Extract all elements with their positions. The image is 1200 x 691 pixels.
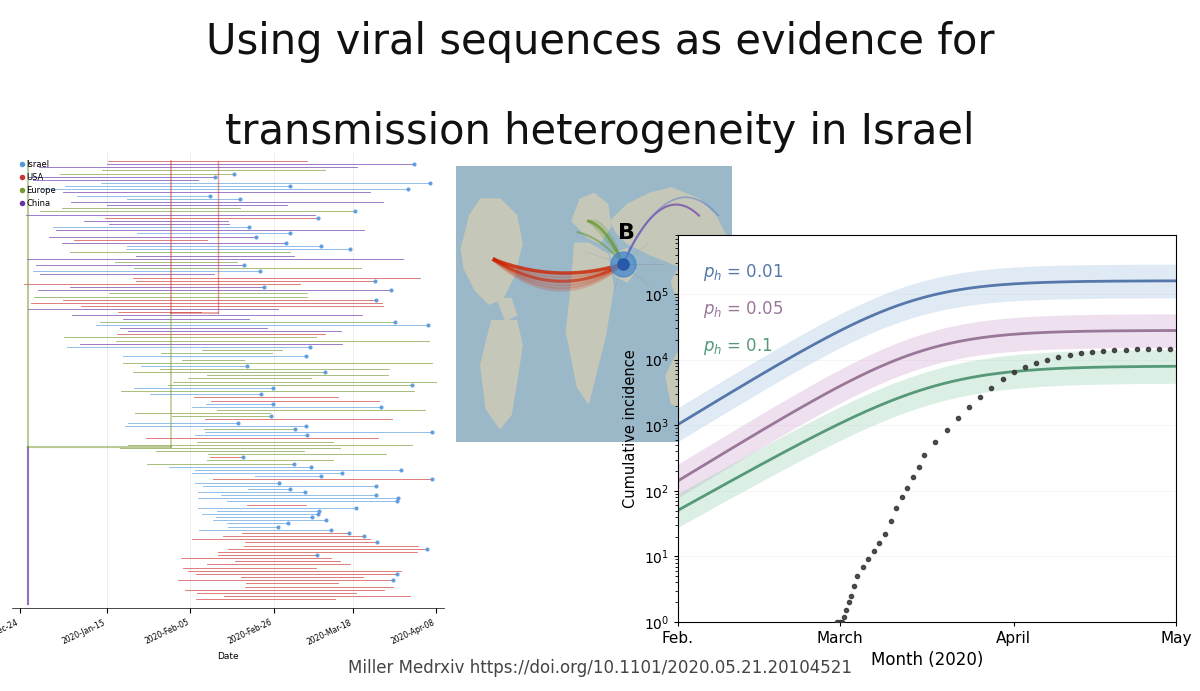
Point [847, 571, 866, 582]
Polygon shape [611, 188, 727, 271]
Point [910, 462, 929, 473]
Text: $\it{p}_h$ = 0.1: $\it{p}_h$ = 0.1 [703, 336, 773, 357]
Text: $\it{p}_h$ = 0.05: $\it{p}_h$ = 0.05 [703, 299, 784, 320]
Point [898, 482, 917, 493]
Point [864, 546, 883, 557]
Point [853, 561, 872, 572]
Point [925, 437, 944, 448]
Point [836, 605, 856, 616]
Point [830, 616, 850, 627]
Point [959, 401, 978, 413]
Point [859, 553, 878, 565]
Point [1139, 343, 1158, 354]
Point [842, 590, 862, 601]
Point [1127, 344, 1146, 355]
Polygon shape [671, 271, 700, 310]
Polygon shape [572, 193, 611, 243]
Point [881, 515, 900, 527]
Polygon shape [481, 321, 522, 428]
Point [914, 450, 934, 461]
Point [982, 383, 1001, 394]
X-axis label: Date: Date [217, 652, 239, 661]
Point [828, 616, 847, 627]
Text: transmission heterogeneity in Israel: transmission heterogeneity in Israel [226, 111, 974, 153]
Point [1093, 346, 1112, 357]
Polygon shape [461, 199, 522, 304]
Polygon shape [566, 243, 613, 404]
Point [1105, 345, 1124, 356]
Point [1082, 347, 1102, 358]
Point [992, 374, 1012, 385]
Polygon shape [497, 299, 517, 321]
Point [1160, 343, 1180, 354]
Point [1072, 348, 1091, 359]
Text: Using viral sequences as evidence for: Using viral sequences as evidence for [205, 21, 995, 63]
Point [1049, 352, 1068, 363]
Point [1060, 350, 1079, 361]
Point [948, 413, 967, 424]
X-axis label: Month (2020): Month (2020) [871, 652, 983, 670]
Polygon shape [611, 249, 636, 282]
Point [1026, 357, 1045, 368]
Point [834, 611, 853, 622]
Polygon shape [666, 354, 715, 415]
Point [1116, 344, 1135, 355]
Text: $\it{p}_h$ = 0.01: $\it{p}_h$ = 0.01 [703, 262, 784, 283]
Point [870, 538, 889, 549]
Point [845, 580, 864, 591]
Text: B: B [618, 223, 635, 243]
Text: Miller Medrxiv https://doi.org/10.1101/2020.05.21.20104521: Miller Medrxiv https://doi.org/10.1101/2… [348, 659, 852, 677]
Point [1150, 343, 1169, 354]
Point [893, 491, 912, 502]
Point [904, 472, 923, 483]
Point [876, 529, 895, 540]
Point [937, 424, 956, 435]
Legend: Israel, USA, Europe, China: Israel, USA, Europe, China [16, 156, 59, 211]
Point [839, 596, 858, 607]
Point [833, 616, 852, 627]
Y-axis label: Cumulative incidence: Cumulative incidence [623, 349, 638, 508]
Point [971, 391, 990, 402]
Point [1004, 366, 1024, 377]
Point [1015, 361, 1034, 372]
Point [887, 502, 906, 513]
Point [1038, 354, 1057, 366]
